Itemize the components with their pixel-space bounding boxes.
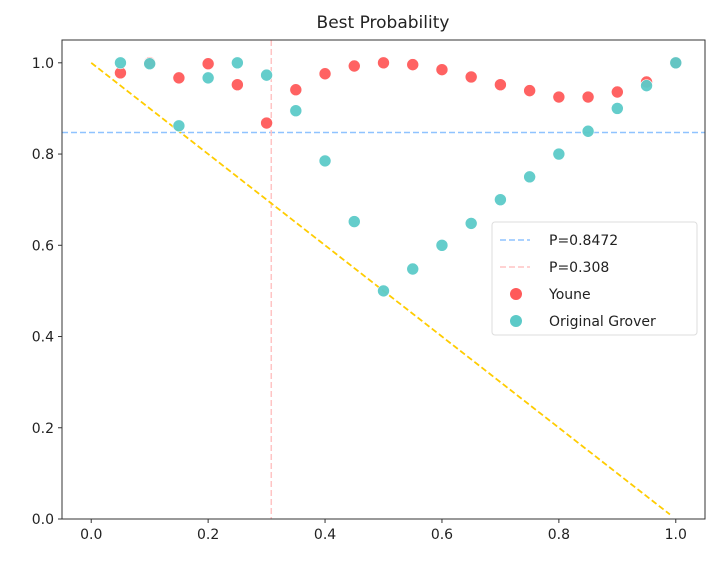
youne-point: [611, 85, 624, 99]
grover-point: [552, 147, 566, 161]
grover-point: [347, 215, 361, 228]
grover-point: [318, 154, 332, 168]
y-tick-label: 0.2: [32, 421, 54, 437]
x-tick-label: 0.0: [80, 527, 102, 543]
grover-point: [143, 57, 156, 71]
y-tick-label: 0.0: [32, 512, 54, 528]
youne-point: [581, 90, 595, 104]
grover-point: [669, 56, 683, 70]
legend: P=0.8472 P=0.308 Youne Original Grover: [491, 221, 698, 336]
grover-point: [464, 217, 478, 230]
grover-point: [201, 71, 215, 85]
grover-point: [435, 238, 449, 252]
grover-point: [289, 104, 303, 118]
youne-point: [377, 56, 390, 70]
x-tick-label: 0.2: [197, 527, 219, 543]
youne-point: [231, 78, 244, 92]
grover-point: [494, 193, 507, 206]
y-tick-label: 0.4: [32, 330, 54, 346]
youne-point: [464, 70, 478, 84]
youne-point: [406, 58, 420, 71]
grover-point: [640, 79, 653, 92]
chart-title: Best Probability: [317, 13, 450, 33]
youne-point: [172, 71, 186, 85]
youne-point: [318, 67, 332, 81]
grover-point: [172, 119, 186, 133]
grover-point: [114, 56, 127, 70]
youne-point: [289, 83, 303, 97]
x-tick-label: 0.8: [548, 527, 570, 543]
legend-youne-swatch: [510, 288, 522, 300]
diagonal-line: [90, 62, 671, 516]
youne-point: [435, 63, 449, 76]
grover-point: [611, 102, 624, 115]
legend-label-vline: P=0.308: [549, 260, 609, 276]
grover-point: [231, 56, 244, 70]
legend-label-grover: Original Grover: [549, 314, 656, 330]
youne-point: [347, 59, 361, 73]
y-tick-label: 1.0: [32, 56, 54, 72]
legend-label-youne: Youne: [548, 287, 591, 303]
grover-point: [581, 124, 595, 138]
youne-point: [201, 57, 215, 71]
legend-box: [491, 221, 698, 336]
y-tick-label: 0.8: [32, 147, 54, 163]
grover-point: [406, 262, 420, 276]
grover-point: [260, 68, 273, 82]
axes-frame: [61, 39, 706, 520]
x-tick-label: 0.6: [431, 527, 453, 543]
youne-point: [552, 90, 566, 104]
legend-label-hline: P=0.8472: [549, 233, 618, 249]
youne-point: [260, 116, 273, 130]
youne-point: [523, 84, 536, 97]
grover-point: [377, 284, 390, 298]
grover-point: [523, 170, 536, 184]
youne-point: [494, 78, 507, 92]
y-tick-label: 0.6: [32, 238, 54, 254]
legend-grover-swatch: [510, 315, 522, 327]
x-tick-label: 1.0: [665, 527, 687, 543]
x-tick-label: 0.4: [314, 527, 336, 543]
